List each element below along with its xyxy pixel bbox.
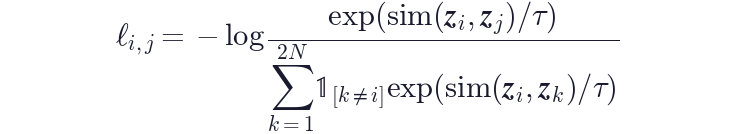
Text: $\ell_{i,j} = -\log \dfrac{\exp(\mathrm{sim}(\boldsymbol{z}_i, \boldsymbol{z}_j): $\ell_{i,j} = -\log \dfrac{\exp(\mathrm{…	[115, 0, 620, 134]
